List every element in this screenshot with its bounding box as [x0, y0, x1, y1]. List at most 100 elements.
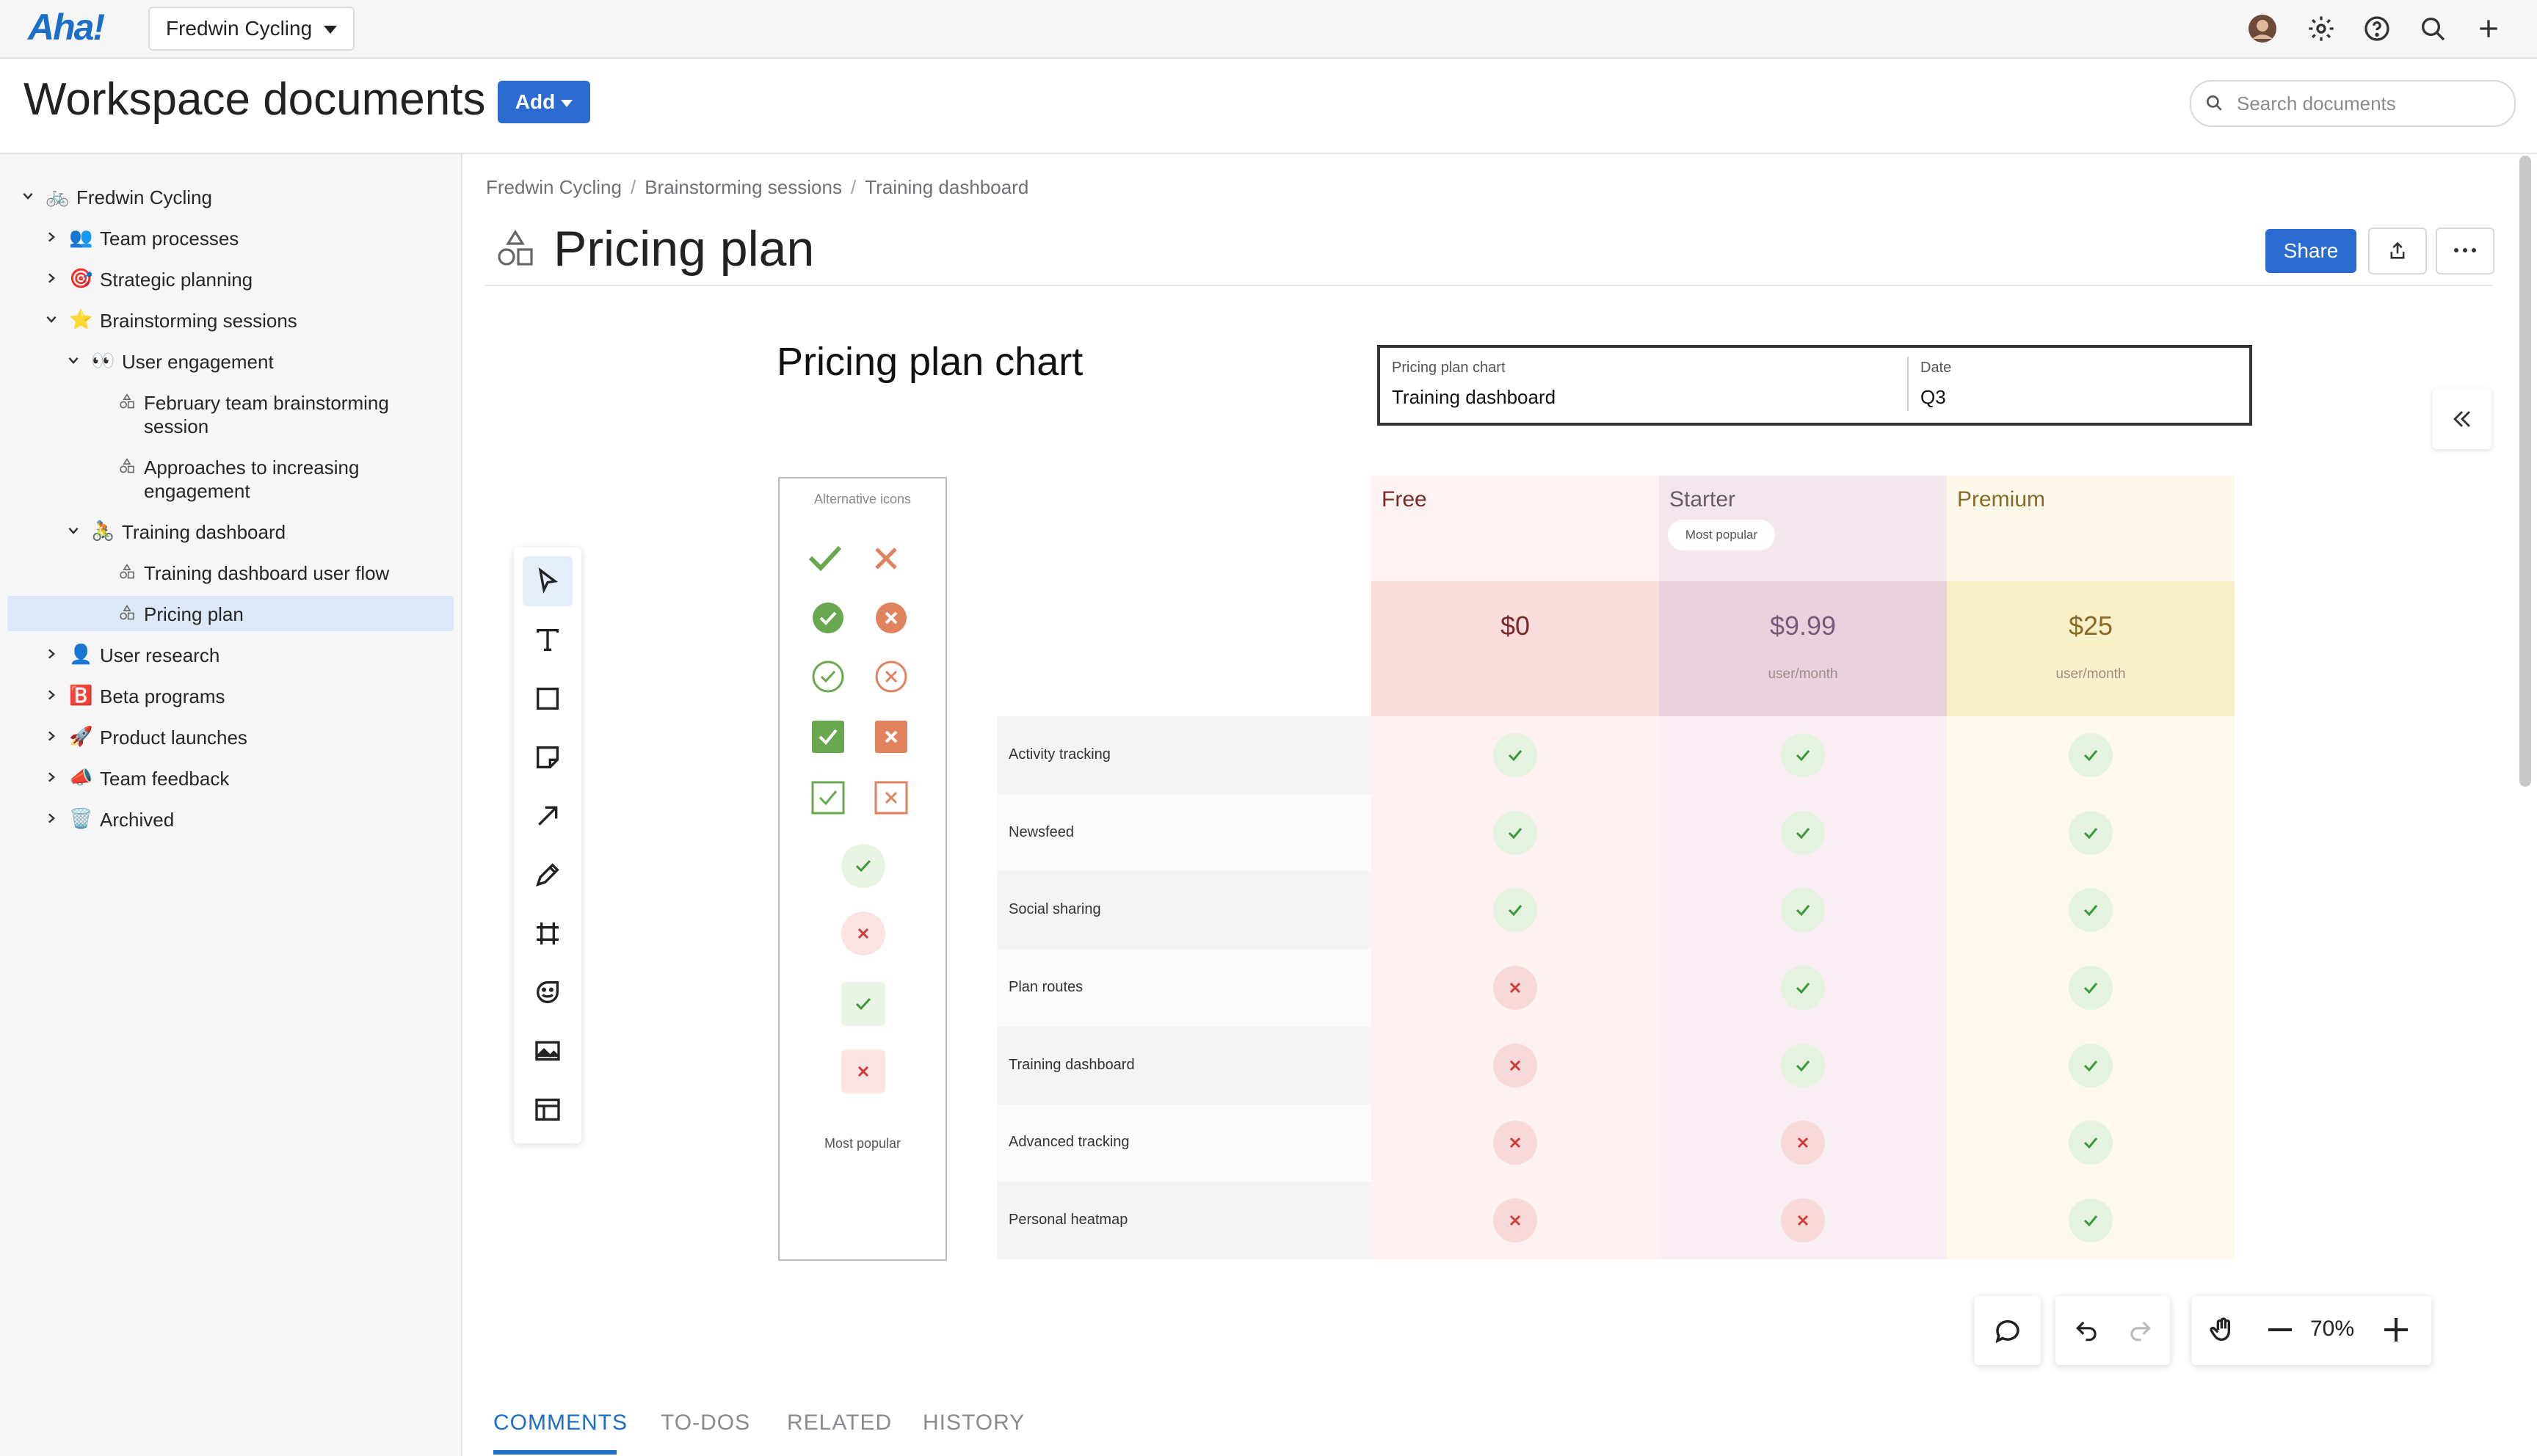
frame-tool[interactable] [523, 909, 573, 958]
alternative-icons-panel[interactable]: Alternative icons [778, 477, 947, 1261]
sidebar-item[interactable]: ⭐ Brainstorming sessions [7, 302, 454, 338]
sidebar-item[interactable]: February team brainstorming session [7, 385, 454, 449]
breadcrumb-item[interactable]: Brainstorming sessions [645, 176, 842, 198]
image-tool[interactable] [523, 1026, 573, 1076]
check-soft-square-icon [841, 982, 885, 1026]
text-icon [537, 629, 559, 651]
zoom-out-icon[interactable] [2268, 1328, 2292, 1333]
select-tool[interactable] [523, 556, 573, 606]
whiteboard-icon [120, 564, 134, 579]
sidebar-item[interactable]: Training dashboard user flow [7, 555, 454, 590]
plus-icon[interactable] [2474, 14, 2503, 43]
add-button[interactable]: Add [498, 81, 590, 123]
plan-header-cell [1371, 476, 1659, 581]
sidebar-item[interactable]: 🚀 Product launches [7, 719, 454, 754]
chevron-down-icon[interactable] [46, 313, 57, 325]
hand-pan-icon[interactable] [2208, 1315, 2237, 1344]
folder-emoji-icon: 👥 [69, 226, 93, 248]
sidebar-item-label: Pricing plan [144, 603, 244, 625]
pen-tool[interactable] [523, 850, 573, 900]
sidebar-item[interactable]: 👀 User engagement [7, 343, 454, 379]
template-icon [535, 1099, 560, 1121]
sidebar-item[interactable]: 🚲 Fredwin Cycling [7, 179, 454, 214]
search-box[interactable] [2190, 80, 2516, 127]
sidebar [0, 154, 462, 1456]
sidebar-item[interactable]: Approaches to increasing engagement [7, 449, 454, 514]
comment-button[interactable] [1975, 1296, 2041, 1365]
redo-icon[interactable] [2126, 1317, 2154, 1344]
cross-mark-icon [1493, 966, 1537, 1010]
sidebar-item[interactable]: 👤 User research [7, 637, 454, 672]
sidebar-item[interactable]: 🚴 Training dashboard [7, 514, 454, 549]
folder-emoji-icon: 🎯 [69, 267, 93, 289]
breadcrumb-item[interactable]: Fredwin Cycling [486, 176, 622, 198]
rectangle-tool[interactable] [523, 674, 573, 724]
feature-label: Advanced tracking [1009, 1134, 1130, 1151]
settings-gear-icon[interactable] [2306, 14, 2336, 43]
help-icon[interactable] [2362, 14, 2392, 43]
scrollbar[interactable] [2519, 156, 2531, 787]
tab-related[interactable]: RELATED [787, 1410, 893, 1435]
zoom-in-icon[interactable] [2384, 1318, 2408, 1342]
sidebar-item[interactable]: 📣 Team feedback [7, 760, 454, 796]
chevron-down-icon[interactable] [68, 354, 79, 366]
sidebar-item[interactable]: 🗑️ Archived [7, 801, 454, 837]
zoom-level: 70% [2309, 1317, 2355, 1341]
meta-box[interactable]: Pricing plan chart Training dashboard Da… [1377, 345, 2252, 426]
check-mark-icon [2069, 1043, 2113, 1088]
chevron-right-icon[interactable] [46, 771, 57, 783]
chevron-down-icon[interactable] [68, 525, 79, 536]
breadcrumb-item[interactable]: Training dashboard [865, 176, 1029, 198]
check-circle-outline-icon [812, 660, 844, 693]
undo-redo-group [2055, 1296, 2170, 1365]
alt-icons-title: Alternative icons [813, 492, 912, 506]
sidebar-item[interactable]: Pricing plan [7, 596, 454, 631]
chevron-right-icon[interactable] [46, 648, 57, 660]
sidebar-item-label: Archived [100, 809, 175, 831]
chevron-down-icon[interactable] [22, 190, 34, 202]
arrow-tool[interactable] [523, 791, 573, 841]
sidebar-item-label: Training dashboard user flow [144, 562, 390, 584]
cross-icon [875, 547, 897, 569]
sticky-note-tool[interactable] [523, 732, 573, 782]
workspace-switcher[interactable]: Fredwin Cycling [148, 7, 355, 51]
sticker-tool[interactable] [523, 967, 573, 1017]
sidebar-item-label-line2: session [144, 415, 209, 437]
sidebar-item-label: Team processes [100, 228, 239, 250]
sidebar-item[interactable]: 🎯 Strategic planning [7, 261, 454, 296]
collapse-panel-button[interactable] [2433, 389, 2491, 449]
check-square-filled-icon [812, 721, 844, 753]
avatar[interactable] [2248, 14, 2277, 43]
text-tool[interactable] [523, 615, 573, 665]
more-options-button[interactable] [2436, 228, 2494, 274]
tab-history[interactable]: HISTORY [923, 1410, 1026, 1435]
check-mark-icon [2069, 732, 2113, 777]
alternative-icons-set [808, 545, 908, 1093]
double-chevron-left-icon [2453, 411, 2470, 427]
chevron-right-icon[interactable] [46, 812, 57, 824]
search-icon[interactable] [2418, 14, 2447, 43]
undo-icon[interactable] [2073, 1317, 2101, 1344]
share-button[interactable]: Share [2265, 229, 2356, 273]
chevron-right-icon[interactable] [46, 730, 57, 742]
folder-emoji-icon: 👤 [69, 643, 93, 665]
chevron-right-icon[interactable] [46, 689, 57, 701]
feature-row [997, 949, 1371, 1027]
aha-logo[interactable]: Aha! [28, 7, 105, 48]
sidebar-item-label: User engagement [122, 351, 274, 373]
tab-comments[interactable]: COMMENTS [493, 1410, 628, 1435]
template-tool[interactable] [523, 1085, 573, 1135]
chevron-right-icon[interactable] [46, 231, 57, 243]
folder-emoji-icon: 🚀 [69, 725, 93, 747]
drawing-toolbar [514, 547, 581, 1143]
export-button[interactable] [2368, 228, 2427, 274]
search-input[interactable] [2235, 89, 2502, 118]
feature-label: Social sharing [1009, 901, 1101, 918]
chevron-right-icon[interactable] [46, 272, 57, 284]
check-mark-icon [2069, 810, 2113, 855]
arrow-icon [538, 806, 558, 826]
plan-name: Starter [1669, 487, 1736, 512]
sidebar-item[interactable]: 👥 Team processes [7, 220, 454, 255]
tab-to-dos[interactable]: TO-DOS [661, 1410, 751, 1435]
sidebar-item[interactable]: 🅱️ Beta programs [7, 678, 454, 713]
